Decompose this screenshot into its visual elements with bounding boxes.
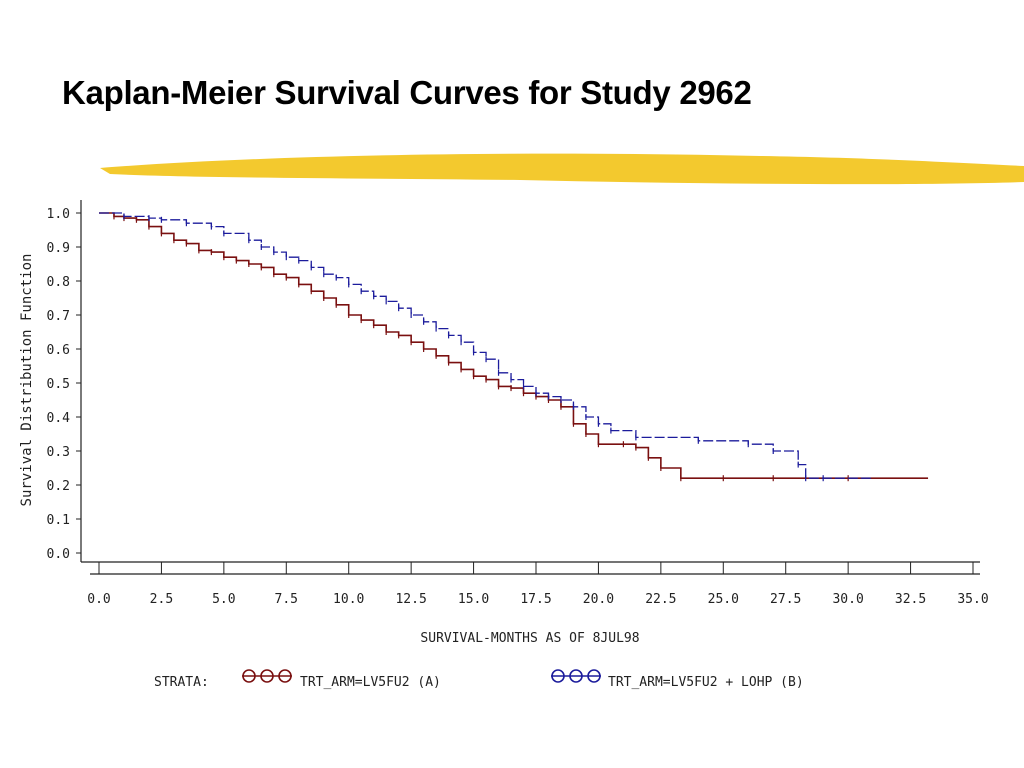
- y-axis-ticks: 0.0 0.1 0.2 0.3 0.4 0.5 0.6 0.7 0.8 0.9 1.0: [47, 207, 81, 562]
- x-tick-label: 12.5: [395, 592, 426, 607]
- y-tick-label: 0.4: [47, 411, 71, 426]
- chart-legend: STRATA: TRT_ARM=LV5FU2 (A) TRT_ARM=LV5FU…: [154, 669, 804, 690]
- y-tick-label: 0.3: [47, 445, 70, 460]
- legend-label-b: TRT_ARM=LV5FU2 + LOHP (B): [608, 675, 804, 690]
- chart-axes: [80, 200, 980, 575]
- x-tick-label: 15.0: [458, 592, 489, 607]
- slide-title: Kaplan-Meier Survival Curves for Study 2…: [62, 74, 752, 111]
- y-tick-label: 0.8: [47, 275, 70, 290]
- x-tick-label: 0.0: [87, 592, 110, 607]
- legend-symbol-b: [551, 669, 601, 683]
- x-tick-label: 17.5: [520, 592, 551, 607]
- legend-marker: [551, 669, 565, 683]
- y-tick-label: 0.1: [47, 513, 70, 528]
- survival-curve-arm-b: [99, 212, 874, 479]
- legend-marker: [587, 669, 601, 683]
- legend-marker: [260, 669, 274, 683]
- legend-marker: [278, 669, 292, 683]
- x-tick-label: 7.5: [275, 592, 298, 607]
- legend-marker: [242, 669, 256, 683]
- legend-symbol-a: [242, 669, 292, 683]
- y-tick-label: 0.0: [47, 547, 70, 562]
- y-tick-label: 0.9: [47, 241, 70, 256]
- y-tick-label: 1.0: [47, 207, 70, 222]
- brush-stroke-shape: [100, 153, 1024, 185]
- survival-curve-arm-a: [99, 212, 929, 479]
- y-tick-label: 0.2: [47, 479, 70, 494]
- x-tick-label: 10.0: [333, 592, 364, 607]
- legend-label-a: TRT_ARM=LV5FU2 (A): [300, 675, 441, 690]
- x-tick-label: 30.0: [832, 592, 863, 607]
- x-axis-label: SURVIVAL-MONTHS AS OF 8JUL98: [420, 631, 639, 646]
- y-tick-label: 0.5: [47, 377, 70, 392]
- legend-prefix: STRATA:: [154, 675, 209, 690]
- x-tick-label: 20.0: [583, 592, 614, 607]
- legend-marker: [569, 669, 583, 683]
- decorative-brush-stroke: [100, 153, 1024, 185]
- x-tick-label: 35.0: [957, 592, 988, 607]
- x-tick-label: 25.0: [708, 592, 739, 607]
- x-tick-label: 2.5: [150, 592, 173, 607]
- y-tick-label: 0.6: [47, 343, 70, 358]
- x-axis-ticks: 0.0 2.5 5.0 7.5 10.0 12.5 15.0 17.5 20.0 22.5 25.0…: [87, 562, 989, 607]
- survival-curves: [99, 212, 929, 482]
- x-tick-label: 27.5: [770, 592, 801, 607]
- x-tick-label: 5.0: [212, 592, 235, 607]
- y-tick-label: 0.7: [47, 309, 70, 324]
- y-axis-label: Survival Distribution Function: [19, 254, 35, 507]
- x-tick-label: 32.5: [895, 592, 926, 607]
- x-tick-label: 22.5: [645, 592, 676, 607]
